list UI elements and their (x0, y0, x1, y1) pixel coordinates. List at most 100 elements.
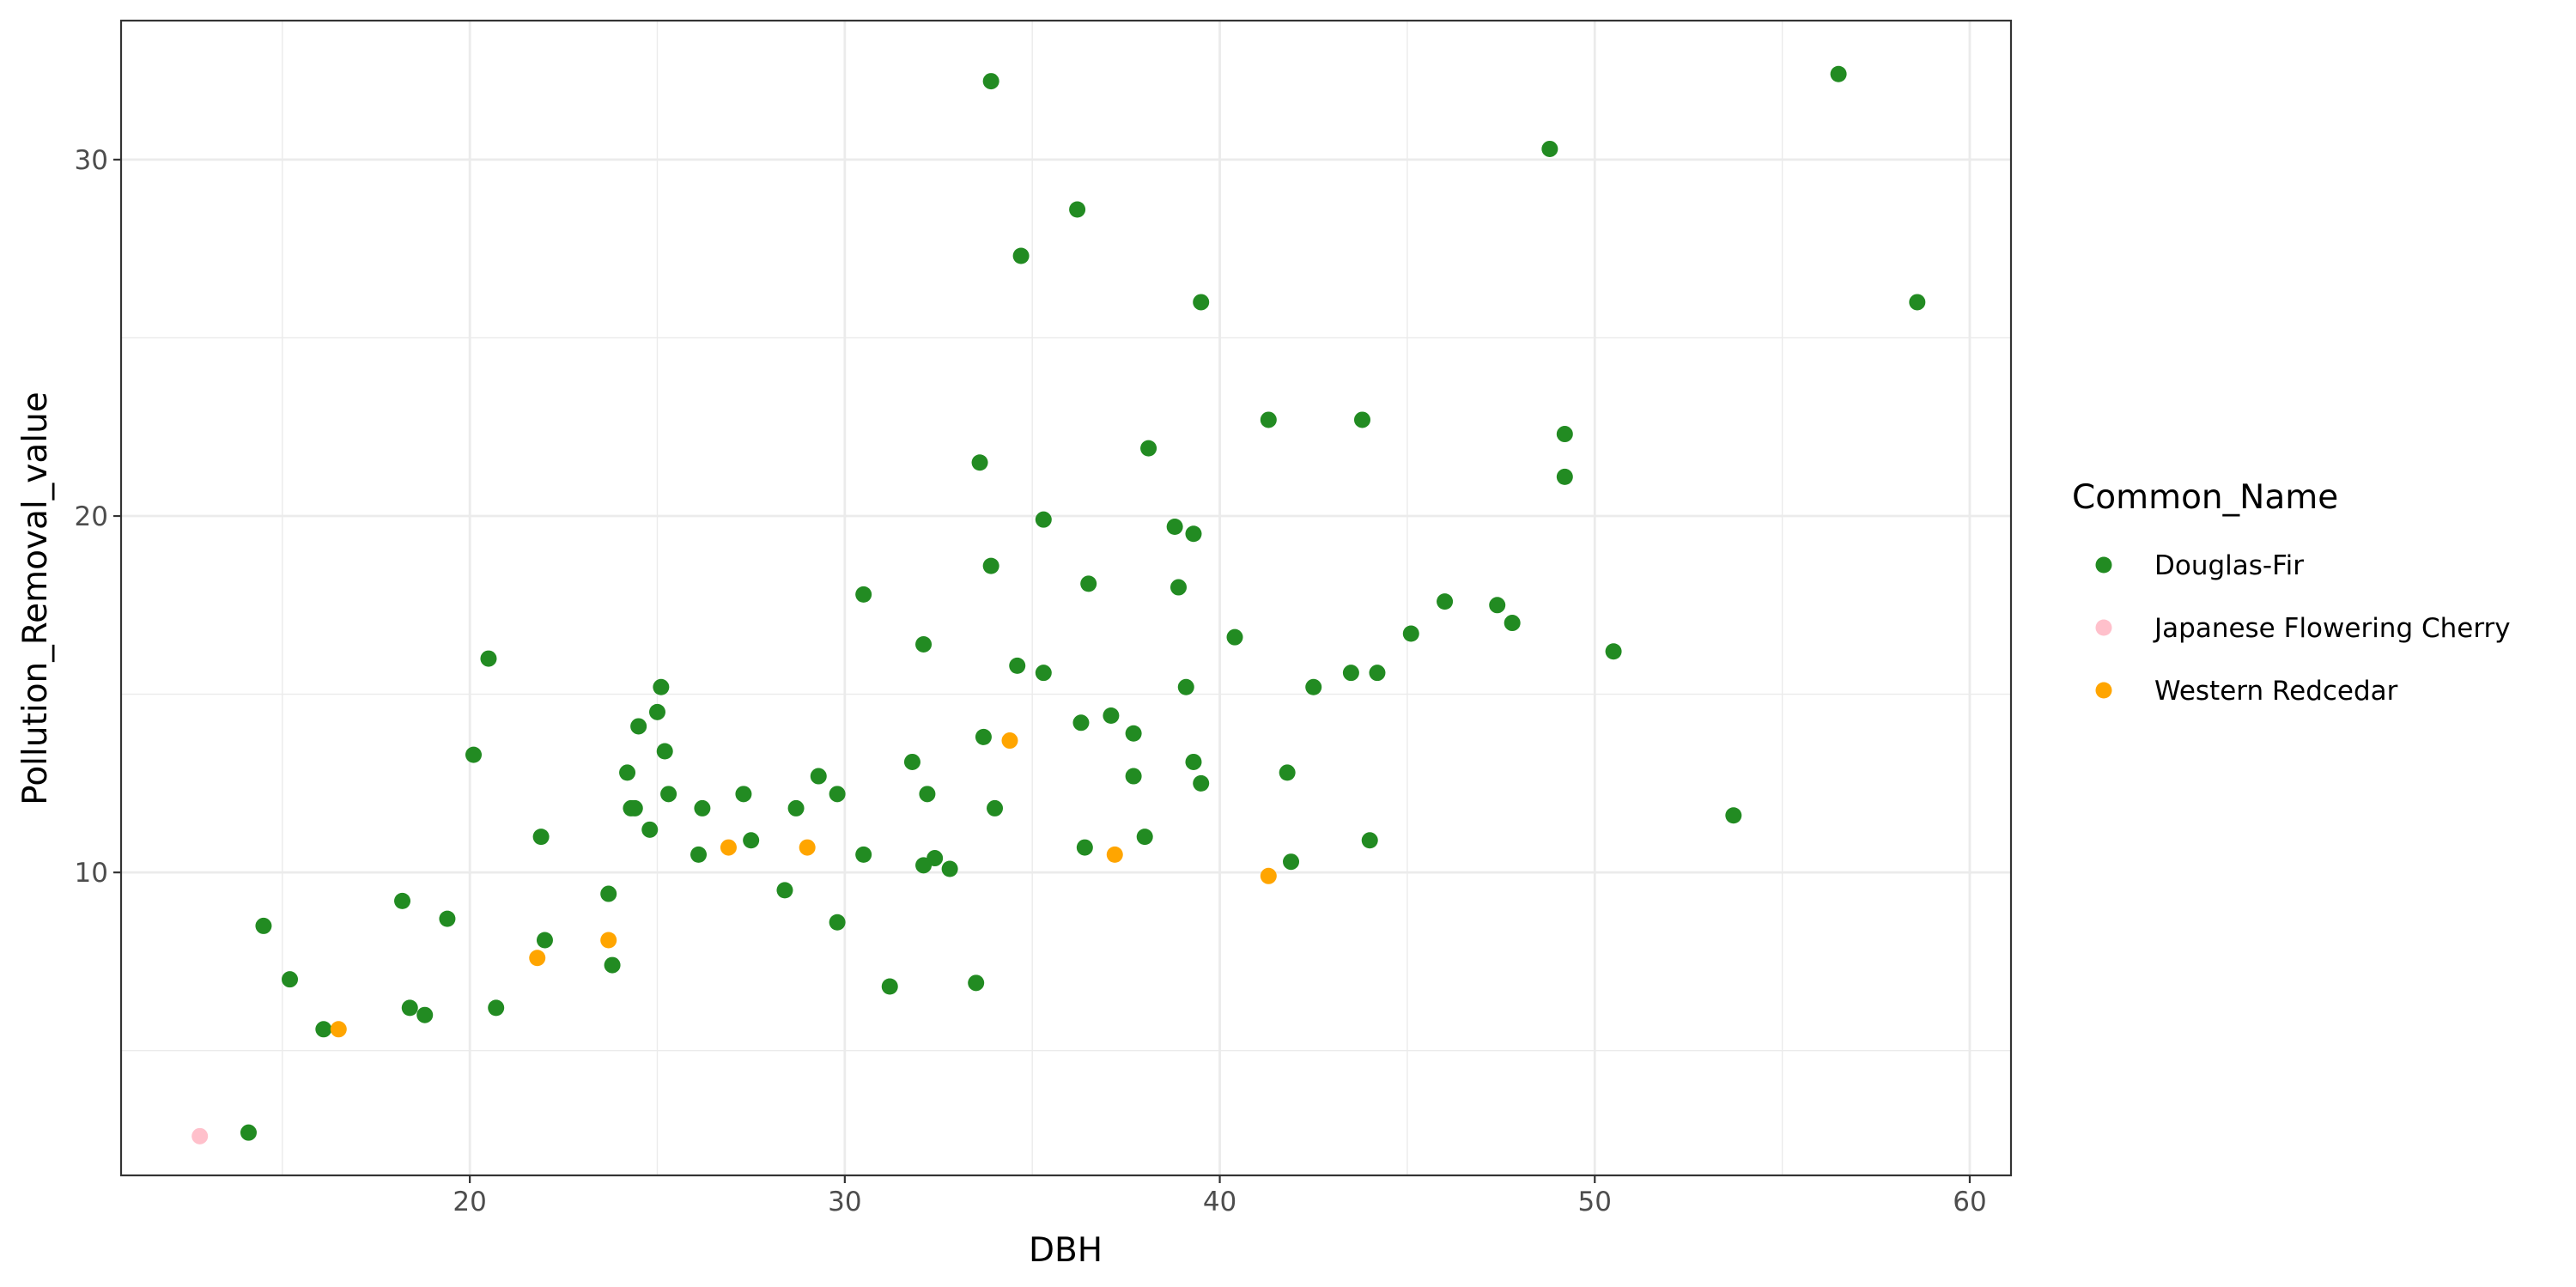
data-point (529, 950, 546, 967)
data-point (1125, 768, 1142, 785)
x-axis: 20 30 40 50 60 (453, 1175, 1987, 1217)
data-point (648, 703, 665, 720)
data-point (480, 650, 497, 667)
data-point (439, 910, 456, 927)
data-point (532, 829, 550, 846)
data-point (1106, 846, 1123, 863)
data-point (690, 846, 708, 863)
data-point (743, 832, 760, 849)
data-point (1069, 201, 1086, 218)
data-point (1725, 807, 1742, 824)
data-point (394, 892, 411, 909)
data-point (915, 635, 933, 653)
data-point (1279, 764, 1296, 781)
data-point (941, 860, 958, 877)
data-point (630, 718, 647, 735)
data-points (191, 65, 1926, 1144)
data-point (1035, 665, 1052, 682)
data-point (191, 1127, 209, 1144)
data-point (968, 974, 985, 992)
data-point (855, 586, 872, 603)
data-point (1080, 575, 1097, 592)
x-tick-label: 60 (1953, 1187, 1986, 1217)
data-point (975, 728, 992, 745)
data-point (810, 768, 827, 785)
data-point (330, 1021, 347, 1038)
data-point (855, 846, 872, 863)
data-point (401, 999, 418, 1017)
data-point (1076, 839, 1093, 856)
minor-gridlines (121, 21, 2011, 1175)
data-point (1830, 65, 1847, 82)
x-axis-title: DBH (1029, 1231, 1103, 1270)
data-point (720, 839, 737, 856)
data-point (1489, 597, 1506, 614)
data-point (315, 1021, 332, 1038)
data-point (735, 786, 752, 803)
data-point (488, 999, 505, 1017)
legend-key (2095, 619, 2112, 636)
data-point (416, 1006, 434, 1023)
data-point (604, 956, 621, 974)
data-point (626, 799, 643, 817)
data-point (1605, 643, 1622, 660)
data-point (1260, 867, 1277, 884)
data-point (653, 678, 670, 695)
legend-label: Western Redcedar (2154, 676, 2398, 707)
y-tick-label: 10 (75, 858, 108, 889)
data-point (776, 882, 793, 899)
data-point (1226, 628, 1243, 646)
legend-title: Common_Name (2072, 478, 2338, 517)
y-tick-label: 30 (75, 145, 108, 176)
legend-key (2095, 556, 2112, 574)
data-point (1012, 247, 1030, 264)
data-point (881, 978, 898, 995)
data-point (799, 839, 816, 856)
data-point (1001, 732, 1018, 750)
data-point (1125, 725, 1142, 742)
legend-label: Japanese Flowering Cherry (2153, 613, 2511, 644)
legend-label: Douglas-Fir (2154, 550, 2304, 581)
y-axis-title: Pollution_Removal_value (16, 392, 55, 805)
data-point (1437, 593, 1454, 610)
y-tick-label: 20 (75, 501, 108, 532)
data-point (282, 971, 299, 988)
data-point (1185, 753, 1202, 770)
data-point (1369, 665, 1386, 682)
data-point (1193, 294, 1210, 311)
legend: Common_Name Douglas-Fir Japanese Flowerin… (2072, 478, 2511, 707)
data-point (1909, 294, 1926, 311)
data-point (1166, 518, 1183, 535)
data-point (1136, 829, 1153, 846)
y-axis: 10 20 30 (75, 145, 121, 889)
x-tick-label: 50 (1578, 1187, 1612, 1217)
data-point (927, 850, 944, 867)
data-point (1556, 426, 1573, 443)
data-point (1103, 707, 1120, 724)
data-point (1009, 657, 1026, 674)
data-point (971, 454, 988, 471)
data-point (600, 885, 617, 902)
legend-key (2095, 682, 2112, 699)
plot-panel (121, 21, 2011, 1175)
data-point (982, 73, 999, 90)
data-point (1193, 774, 1210, 792)
data-point (982, 557, 999, 574)
data-point (1072, 714, 1090, 732)
data-point (536, 932, 553, 949)
data-point (1504, 615, 1521, 632)
data-point (1541, 140, 1558, 157)
data-point (255, 917, 272, 934)
x-tick-label: 40 (1203, 1187, 1236, 1217)
data-point (987, 799, 1004, 817)
data-point (1035, 511, 1052, 528)
data-point (919, 786, 936, 803)
data-point (829, 786, 846, 803)
data-point (660, 786, 677, 803)
data-point (1170, 579, 1188, 596)
data-point (240, 1124, 257, 1141)
data-point (1305, 678, 1322, 695)
data-point (1342, 665, 1359, 682)
data-point (1353, 411, 1370, 428)
